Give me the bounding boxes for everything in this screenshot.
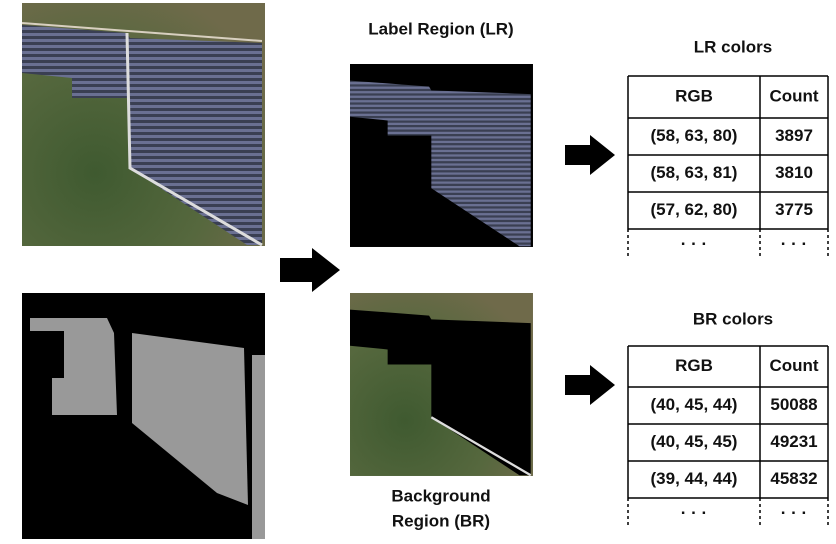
table-ellipsis: · · · bbox=[781, 234, 807, 253]
arrow bbox=[280, 248, 340, 292]
table-cell: (40, 45, 44) bbox=[651, 395, 738, 414]
table-header: RGB bbox=[675, 86, 713, 105]
br-title: Region (BR) bbox=[392, 511, 490, 530]
table-cell: (57, 62, 80) bbox=[651, 200, 738, 219]
table-cell: 3810 bbox=[775, 163, 813, 182]
mask-image bbox=[22, 293, 265, 539]
table-title: BR colors bbox=[693, 309, 773, 328]
table-header: Count bbox=[769, 86, 818, 105]
table-cell: 49231 bbox=[770, 432, 817, 451]
table-cell: (58, 63, 80) bbox=[651, 126, 738, 145]
table-ellipsis: · · · bbox=[681, 234, 707, 253]
diagram: Label Region (LR) Background Region (BR)… bbox=[0, 0, 836, 539]
arrow bbox=[565, 365, 615, 405]
table-cell: (40, 45, 45) bbox=[651, 432, 738, 451]
br-title: Background bbox=[391, 486, 490, 505]
table-cell: 50088 bbox=[770, 395, 817, 414]
label-region-image bbox=[350, 64, 533, 247]
table-cell: 3897 bbox=[775, 126, 813, 145]
lr-title: Label Region (LR) bbox=[368, 19, 513, 38]
background-region-image bbox=[350, 293, 533, 476]
satellite-image bbox=[22, 3, 265, 246]
arrow bbox=[565, 135, 615, 175]
table-header: Count bbox=[769, 356, 818, 375]
table-cell: (58, 63, 81) bbox=[651, 163, 738, 182]
table-title: LR colors bbox=[694, 37, 772, 56]
table-cell: (39, 44, 44) bbox=[651, 469, 738, 488]
table-header: RGB bbox=[675, 356, 713, 375]
table-cell: 3775 bbox=[775, 200, 813, 219]
table-cell: 45832 bbox=[770, 469, 817, 488]
table-ellipsis: · · · bbox=[681, 503, 707, 522]
table-ellipsis: · · · bbox=[781, 503, 807, 522]
